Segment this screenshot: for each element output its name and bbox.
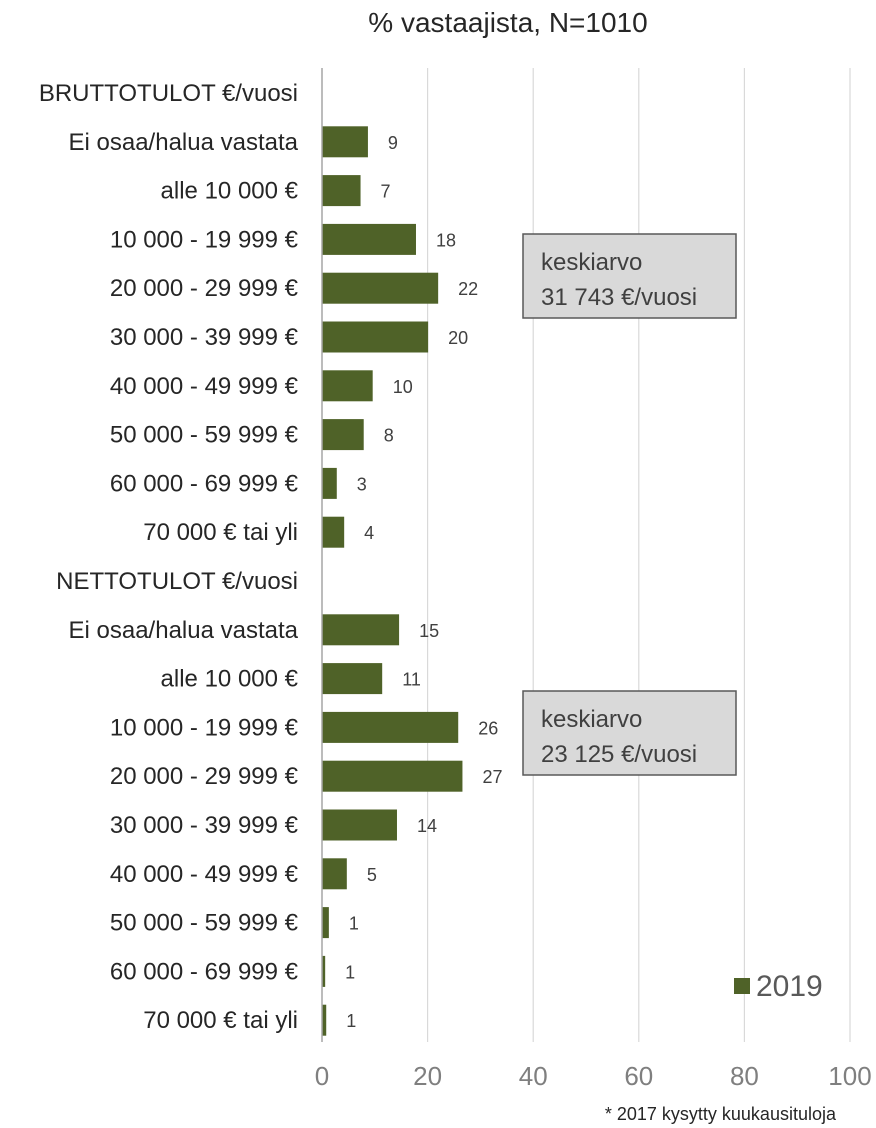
x-tick-label-40: 40 (519, 1061, 548, 1091)
footnote: * 2017 kysytty kuukausituloja (605, 1104, 837, 1124)
category-label-8: 60 000 - 69 999 € (110, 470, 299, 497)
category-label-1: Ei osaa/halua vastata (69, 129, 299, 156)
x-tick-label-0: 0 (315, 1061, 329, 1091)
value-label-5: 20 (448, 328, 468, 348)
category-label-18: 60 000 - 69 999 € (110, 958, 299, 985)
annotation-netto-line1: keskiarvo (541, 706, 642, 733)
category-label-9: 70 000 € tai yli (143, 519, 298, 546)
category-label-13: 10 000 - 19 999 € (110, 714, 299, 741)
bar-5 (322, 321, 429, 353)
x-tick-label-20: 20 (413, 1061, 442, 1091)
bar-9 (322, 516, 345, 548)
category-label-17: 50 000 - 59 999 € (110, 910, 299, 937)
x-tick-label-80: 80 (730, 1061, 759, 1091)
value-label-15: 14 (417, 816, 437, 836)
value-label-3: 18 (436, 230, 456, 250)
annotation-brutto-line2: 31 743 €/vuosi (541, 284, 697, 311)
category-label-7: 50 000 - 59 999 € (110, 422, 299, 449)
legend-label-2019: 2019 (756, 970, 823, 1003)
value-label-6: 10 (393, 377, 413, 397)
annotation-box-brutto-frame (522, 233, 737, 319)
value-label-13: 26 (478, 718, 498, 738)
bar-18 (322, 955, 326, 987)
category-label-6: 40 000 - 49 999 € (110, 373, 299, 400)
legend: 2019 (734, 970, 823, 1003)
category-label-10: NETTOTULOT €/vuosi (56, 568, 298, 595)
value-label-8: 3 (357, 474, 367, 494)
x-axis-tick-labels: 0 20 40 60 80 100 (315, 1061, 872, 1091)
gridlines (427, 68, 851, 1042)
value-label-11: 15 (419, 621, 439, 641)
value-label-4: 22 (458, 279, 478, 299)
x-tick-label-100: 100 (828, 1061, 871, 1091)
legend-swatch (734, 978, 750, 994)
category-label-4: 20 000 - 29 999 € (110, 275, 299, 302)
bar-6 (322, 370, 373, 402)
bar-14 (322, 760, 463, 792)
bar-13 (322, 711, 459, 743)
bar-4 (322, 272, 439, 304)
category-label-16: 40 000 - 49 999 € (110, 861, 299, 888)
bar-17 (322, 907, 329, 939)
annotation-box-netto-frame (522, 690, 737, 776)
bar-3 (322, 223, 416, 255)
category-label-5: 30 000 - 39 999 € (110, 324, 299, 351)
bar-2 (322, 175, 361, 207)
category-label-19: 70 000 € tai yli (143, 1007, 298, 1034)
category-label-3: 10 000 - 19 999 € (110, 226, 299, 253)
bar-12 (322, 663, 383, 695)
category-label-14: 20 000 - 29 999 € (110, 763, 299, 790)
value-label-16: 5 (367, 865, 377, 885)
category-labels: BRUTTOTULOT €/vuosi Ei osaa/halua vastata… (39, 80, 299, 1034)
category-label-15: 30 000 - 39 999 € (110, 812, 299, 839)
x-tick-label-60: 60 (624, 1061, 653, 1091)
annotation-netto-line2: 23 125 €/vuosi (541, 741, 697, 768)
annotation-box-netto: keskiarvo 23 125 €/vuosi (522, 690, 737, 776)
value-label-1: 9 (388, 133, 398, 153)
bar-11 (322, 614, 400, 646)
bar-1 (322, 126, 368, 158)
value-label-2: 7 (381, 182, 391, 202)
value-label-9: 4 (364, 523, 374, 543)
value-label-7: 8 (384, 426, 394, 446)
value-label-17: 1 (349, 914, 359, 934)
bar-15 (322, 809, 397, 841)
annotation-box-brutto: keskiarvo 31 743 €/vuosi (522, 233, 737, 319)
value-label-19: 1 (346, 1011, 356, 1031)
value-label-12: 11 (402, 670, 421, 690)
bar-19 (322, 1004, 327, 1036)
bar-16 (322, 858, 347, 890)
value-label-14: 27 (482, 767, 502, 787)
bar-8 (322, 467, 337, 499)
category-label-11: Ei osaa/halua vastata (69, 617, 299, 644)
annotation-brutto-line1: keskiarvo (541, 249, 642, 276)
category-label-2: alle 10 000 € (161, 178, 299, 205)
category-label-12: alle 10 000 € (161, 666, 299, 693)
chart-title: % vastaajista, N=1010 (368, 7, 647, 38)
category-label-0: BRUTTOTULOT €/vuosi (39, 80, 298, 107)
bar-7 (322, 419, 364, 451)
bars (322, 126, 463, 1036)
value-label-18: 1 (345, 962, 355, 982)
